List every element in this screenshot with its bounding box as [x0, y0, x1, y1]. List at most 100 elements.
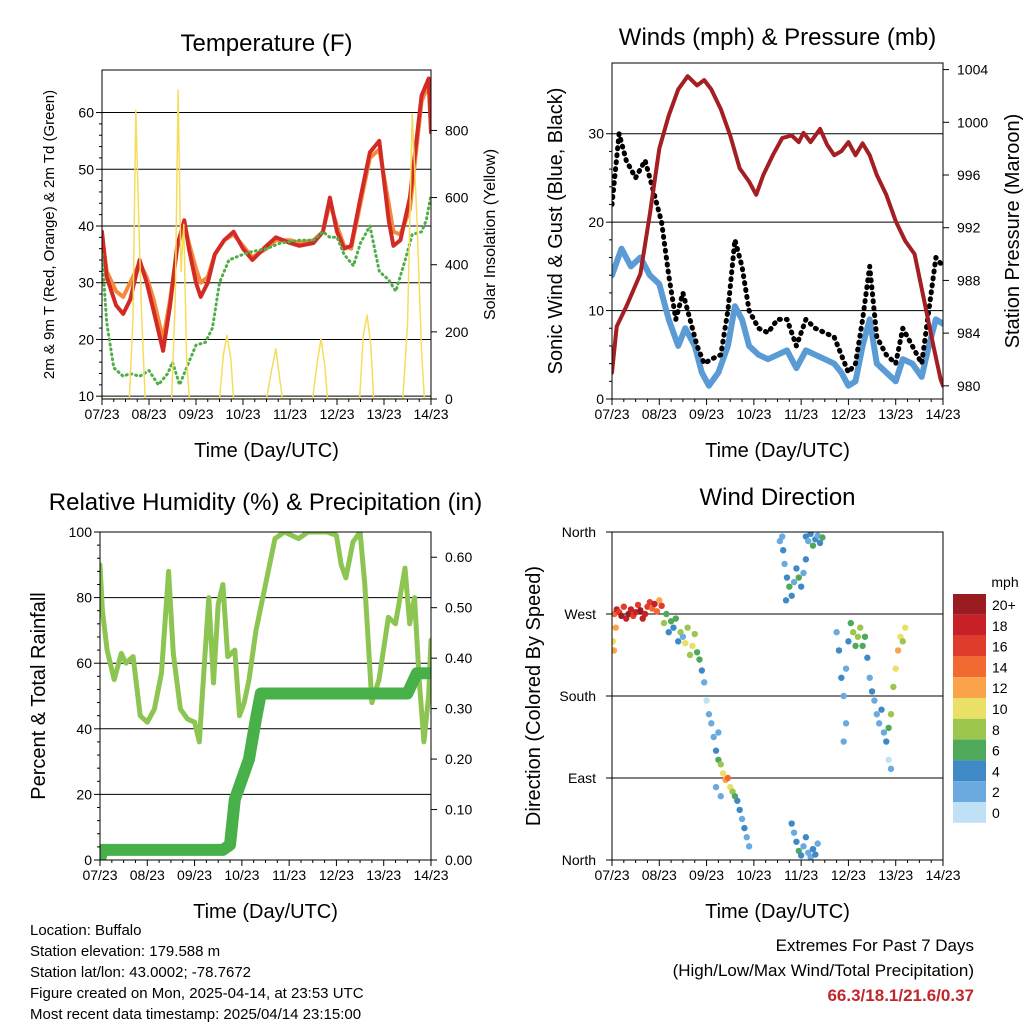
y-tick-label: 80 — [76, 590, 92, 606]
x-tick-label: 08/23 — [130, 867, 165, 883]
plot-area — [100, 532, 431, 860]
y-tick-label: North — [562, 852, 596, 868]
series-pressure — [612, 74, 943, 388]
plot-area — [612, 532, 909, 860]
y2-tick-label: 1000 — [957, 114, 988, 130]
y-tick-label: West — [564, 606, 596, 622]
direction-point — [741, 824, 748, 832]
direction-point — [696, 656, 703, 663]
y2-tick-label: 0.50 — [445, 600, 472, 616]
direction-point — [788, 820, 795, 827]
direction-point — [783, 574, 791, 581]
direction-point — [712, 783, 720, 791]
x-tick-label: 12/23 — [831, 406, 866, 422]
direction-point — [894, 647, 902, 654]
x-tick-label: 14/23 — [413, 867, 448, 883]
direction-point — [890, 683, 897, 691]
direction-point — [807, 532, 814, 538]
direction-point — [795, 574, 802, 581]
direction-point — [800, 569, 807, 577]
x-tick-label: 12/23 — [831, 867, 866, 883]
direction-point — [717, 761, 724, 768]
direction-point — [781, 560, 788, 568]
colorbar-swatch — [953, 802, 986, 823]
direction-point — [838, 674, 845, 681]
extremes-subheading: (High/Low/Max Wind/Total Precipitation) — [672, 961, 974, 980]
direction-point — [684, 624, 691, 631]
plot-frame — [101, 69, 432, 400]
y2-tick-label: 200 — [445, 324, 469, 340]
direction-point — [790, 829, 798, 836]
direction-point — [691, 630, 698, 638]
y-tick-label: 10 — [78, 388, 94, 404]
y-tick-label: 30 — [78, 275, 94, 291]
direction-point — [901, 624, 909, 631]
y2-tick-label: 984 — [957, 325, 981, 341]
x-tick-label: 07/23 — [594, 406, 629, 422]
plot-area — [612, 74, 943, 389]
chart-title: Wind Direction — [699, 484, 855, 511]
x-tick-label: 09/23 — [177, 867, 212, 883]
station-elevation: Station elevation: 179.588 m — [30, 943, 221, 960]
direction-point — [738, 815, 746, 823]
series-gust — [612, 131, 943, 375]
y-tick-label: 10 — [588, 303, 604, 319]
direction-point — [864, 654, 871, 661]
direction-point — [859, 642, 866, 650]
y2-tick-label: 0.60 — [445, 549, 472, 565]
direction-point — [814, 840, 821, 847]
x-tick-label: 13/23 — [878, 867, 913, 883]
direction-point — [812, 851, 819, 858]
direction-point — [873, 711, 880, 718]
direction-point — [651, 600, 658, 608]
y2-tick-label: 988 — [957, 272, 981, 288]
chart-title: Temperature (F) — [180, 30, 352, 57]
direction-point — [779, 547, 787, 554]
y-axis-label: Percent & Total Rainfall — [28, 592, 50, 800]
series-dewpoint — [102, 193, 431, 387]
direction-point — [788, 592, 795, 599]
direction-point — [627, 606, 635, 613]
x-tick-label: 11/23 — [272, 867, 306, 883]
direction-point — [885, 756, 892, 763]
chart-temperature: Temperature (F)1020304050600200400600800… — [41, 30, 499, 462]
series-wind — [612, 245, 943, 389]
x-axis-label: Time (Day/UTC) — [193, 901, 338, 923]
direction-point — [793, 838, 800, 845]
y2-tick-label: 0.00 — [445, 852, 472, 868]
colorbar-label: 16 — [992, 639, 1008, 655]
y-tick-label: 40 — [76, 721, 92, 737]
x-tick-label: 14/23 — [925, 406, 960, 422]
y2-tick-label: 600 — [445, 190, 469, 206]
direction-point — [871, 697, 878, 704]
figure-created: Figure created on Mon, 2025-04-14, at 23… — [30, 985, 364, 1002]
y-tick-label: 20 — [76, 786, 92, 802]
colorbar-swatch — [953, 656, 986, 678]
direction-point — [819, 534, 826, 541]
direction-point — [653, 608, 661, 615]
direction-point — [892, 665, 899, 672]
direction-point — [656, 597, 663, 604]
direction-point — [634, 601, 642, 609]
colorbar-swatch — [953, 677, 986, 698]
x-tick-label: 11/23 — [784, 867, 818, 883]
direction-point — [807, 854, 814, 860]
plot-frame — [611, 531, 944, 861]
direction-point — [682, 639, 689, 647]
series-temp_2m — [102, 76, 431, 353]
direction-point — [745, 843, 753, 850]
direction-point — [868, 688, 876, 695]
colorbar-swatch — [953, 739, 986, 761]
y-tick-label: 20 — [78, 331, 94, 347]
colorbar-label: 0 — [992, 805, 1000, 821]
colorbar-swatch — [953, 760, 986, 782]
y-tick-label: 60 — [76, 655, 92, 671]
direction-point — [802, 556, 810, 563]
x-tick-label: 13/23 — [366, 867, 401, 883]
y2-tick-label: 0.20 — [445, 751, 472, 767]
chart-winds: Winds (mph) & Pressure (mb) 0 10 20 30 980 984… — [545, 24, 1024, 462]
y-tick-label: East — [568, 770, 596, 786]
direction-point — [665, 629, 672, 636]
x-tick-label: 14/23 — [925, 867, 960, 883]
direction-point — [641, 610, 649, 618]
